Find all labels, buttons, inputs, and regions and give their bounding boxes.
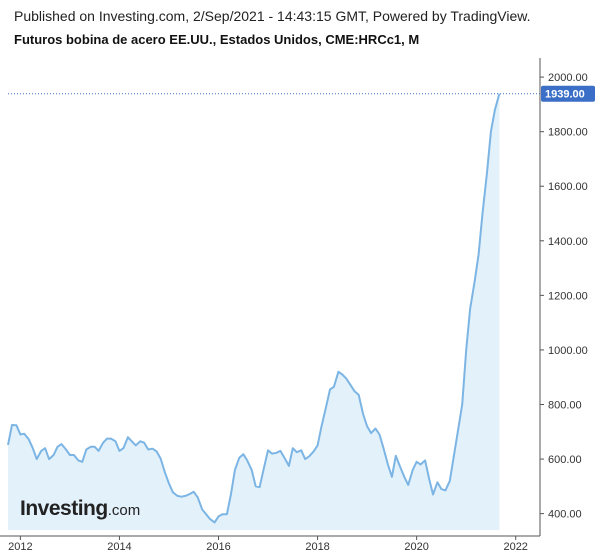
y-tick-label: 400.00 bbox=[548, 509, 582, 521]
x-tick-label: 2014 bbox=[107, 541, 131, 553]
x-axis-ticks: 2012 2014 2016 2018 2020 2022 bbox=[8, 536, 528, 553]
y-tick-label: 600.00 bbox=[548, 454, 582, 466]
area-fill-layer bbox=[8, 93, 500, 530]
line-layer bbox=[7, 93, 501, 524]
y-tick-label: 1400.00 bbox=[548, 236, 588, 248]
y-tick-label: 1800.00 bbox=[548, 127, 588, 139]
investing-logo: Investing.com bbox=[20, 497, 140, 521]
y-tick-label: 800.00 bbox=[548, 399, 582, 411]
last-price-badge: 1939.00 bbox=[541, 85, 595, 102]
published-note: Published on Investing.com, 2/Sep/2021 -… bbox=[14, 8, 531, 24]
logo-suffix: .com bbox=[107, 502, 141, 519]
x-tick-label: 2020 bbox=[404, 541, 428, 553]
x-tick-label: 2018 bbox=[305, 541, 329, 553]
logo-wordmark: Investing bbox=[20, 497, 108, 520]
y-tick-label: 1200.00 bbox=[548, 290, 588, 302]
y-tick-label: 1600.00 bbox=[548, 181, 588, 193]
x-tick-label: 2022 bbox=[503, 541, 527, 553]
y-axis-ticks: 400.00 600.00 800.00 1000.00 1200.00 1400.00 1… bbox=[540, 72, 588, 521]
x-tick-label: 2012 bbox=[8, 541, 32, 553]
y-tick-label: 1000.00 bbox=[548, 345, 588, 357]
last-price-badge-bg bbox=[541, 85, 595, 102]
price-line bbox=[7, 93, 501, 524]
chart-title: Futuros bobina de acero EE.UU., Estados … bbox=[14, 32, 420, 47]
x-tick-label: 2016 bbox=[206, 541, 230, 553]
price-area-fill bbox=[8, 93, 500, 530]
y-tick-label: 2000.00 bbox=[548, 72, 588, 84]
last-price-label: 1939.00 bbox=[545, 89, 585, 101]
